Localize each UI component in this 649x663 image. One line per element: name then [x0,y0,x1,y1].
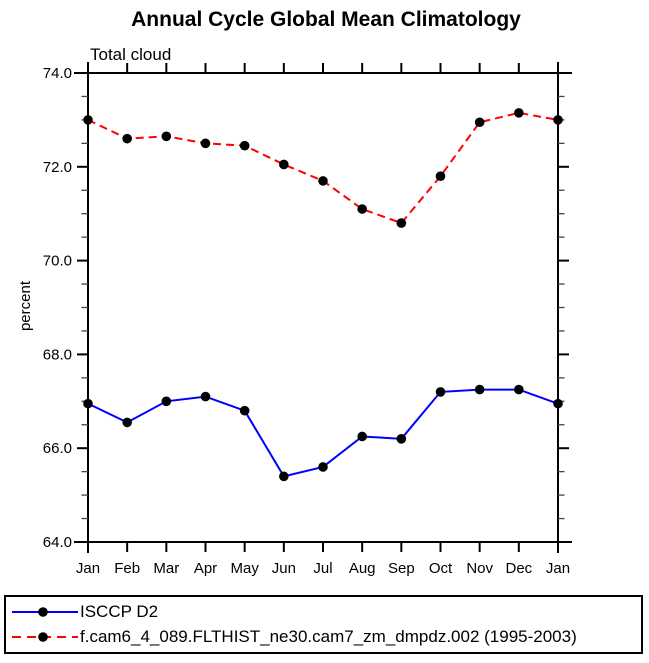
x-tick-label: Sep [388,560,415,577]
x-tick-label: Jul [313,560,332,577]
x-tick-label: Oct [429,560,453,577]
axis-frame [74,62,572,553]
legend-sample-marker [38,606,48,617]
series-line-model [87,111,559,225]
y-tick-label: 68.0 [43,346,72,363]
legend-sample-marker [38,632,48,643]
x-tick-label: Jan [546,560,570,577]
y-axis-label: percent [17,280,34,331]
y-tick-label: 72.0 [43,159,72,176]
data-point-marker [161,131,172,142]
data-point-marker [200,138,211,149]
data-point-marker [279,471,289,482]
legend-row: ISCCP D2 [10,599,641,624]
data-point-marker [83,398,93,409]
data-point-marker [239,405,250,416]
series-lines [87,111,559,478]
legend-row: f.cam6_4_089.FLTHIST_ne30.cam7_zm_dmpdz.… [10,625,641,650]
x-tick-label: Jun [272,560,296,577]
legend-line-sample [12,632,78,643]
data-point-marker [357,431,367,442]
x-tick-label: Dec [505,560,532,577]
y-tick-label: 74.0 [43,65,72,82]
x-tick-label: Aug [349,560,376,577]
data-point-marker [357,204,367,214]
x-tick-label: May [230,560,259,577]
data-point-marker [553,115,563,125]
series-markers [83,108,563,482]
y-tick-label: 70.0 [43,253,72,270]
data-point-marker [514,108,524,118]
x-tick-label: Jan [76,560,100,577]
y-tick-label: 66.0 [43,440,72,457]
chart-subtitle: Total cloud [90,45,171,64]
data-point-marker [435,387,446,397]
data-point-marker [122,133,132,144]
legend-label: ISCCP D2 [80,601,159,621]
x-tick-label: Nov [466,560,493,577]
legend-label: f.cam6_4_089.FLTHIST_ne30.cam7_zm_dmpdz.… [80,627,577,647]
data-point-marker [239,140,250,151]
data-point-marker [279,159,289,170]
legend: ISCCP D2 f.cam6_4_089.FLTHIST_ne30.cam7_z… [4,595,643,654]
data-point-marker [396,434,407,444]
data-point-marker [474,384,485,395]
chart-title: Annual Cycle Global Mean Climatology [131,8,521,31]
data-point-marker [318,176,328,186]
data-point-marker [318,462,328,472]
x-tick-label: Feb [114,560,140,577]
data-point-marker [122,417,132,428]
data-point-marker [514,384,524,395]
annual-cycle-chart: Annual Cycle Global Mean Climatology Tot… [17,8,572,577]
x-tick-label: Mar [153,560,179,577]
x-tick-label: Apr [194,560,217,577]
y-tick-label: 64.0 [43,534,72,551]
data-point-marker [435,171,446,181]
data-point-marker [553,398,563,409]
data-point-marker [161,396,172,407]
data-point-marker [474,117,485,128]
data-point-marker [396,218,407,228]
legend-line-sample [12,606,78,617]
axis-ticks [77,63,569,552]
data-point-marker [83,115,93,125]
data-point-marker [200,391,211,402]
